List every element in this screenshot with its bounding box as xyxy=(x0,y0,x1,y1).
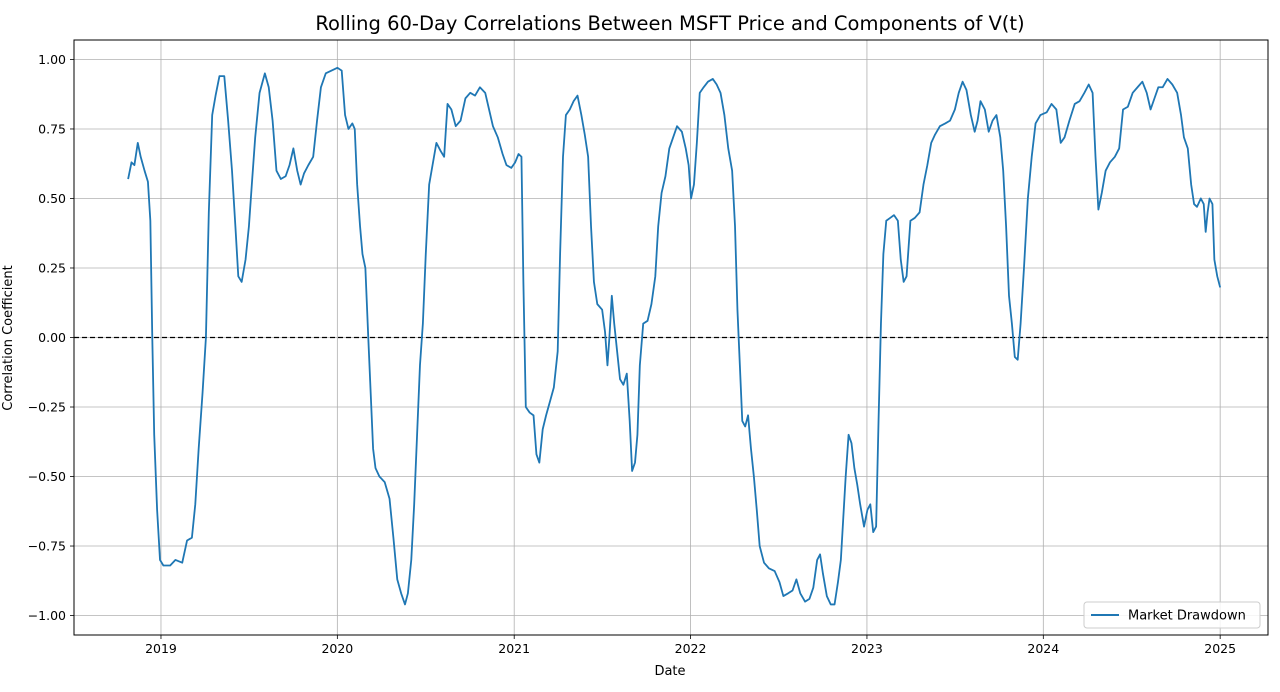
x-tick-label: 2019 xyxy=(145,641,177,656)
legend: Market Drawdown xyxy=(1083,601,1261,629)
x-tick-label: 2021 xyxy=(498,641,530,656)
y-axis-ticks: 1.00 0.75 0.50 0.25 0.00 −0.25 −0.50 −0.75 −1.00 xyxy=(28,52,74,623)
y-tick-label: −0.75 xyxy=(28,539,66,554)
legend-box xyxy=(1083,601,1261,629)
x-axis-title: Date xyxy=(654,664,685,679)
x-tick-label: 2025 xyxy=(1204,641,1236,656)
y-tick-label: 0.50 xyxy=(38,191,66,206)
y-tick-label: 0.00 xyxy=(38,330,66,345)
chart-title: Rolling 60-Day Correlations Between MSFT… xyxy=(315,12,1024,35)
legend-label: Market Drawdown xyxy=(1128,609,1246,624)
y-tick-label: 0.25 xyxy=(38,260,66,275)
x-tick-label: 2024 xyxy=(1027,641,1059,656)
x-tick-label: 2020 xyxy=(321,641,353,656)
y-tick-label: −1.00 xyxy=(28,608,66,623)
y-tick-label: 1.00 xyxy=(38,52,66,67)
x-axis-ticks: 2019 2020 2021 2022 2023 2024 2025 xyxy=(145,635,1236,656)
y-tick-label: 0.75 xyxy=(38,121,66,136)
x-tick-label: 2022 xyxy=(675,641,707,656)
series-layer xyxy=(127,66,1222,606)
y-axis-title: Correlation Coefficient xyxy=(1,265,16,411)
y-tick-label: −0.50 xyxy=(28,469,66,484)
series-line-market-drawdown xyxy=(127,66,1222,606)
x-tick-label: 2023 xyxy=(851,641,883,656)
y-tick-label: −0.25 xyxy=(28,400,66,415)
